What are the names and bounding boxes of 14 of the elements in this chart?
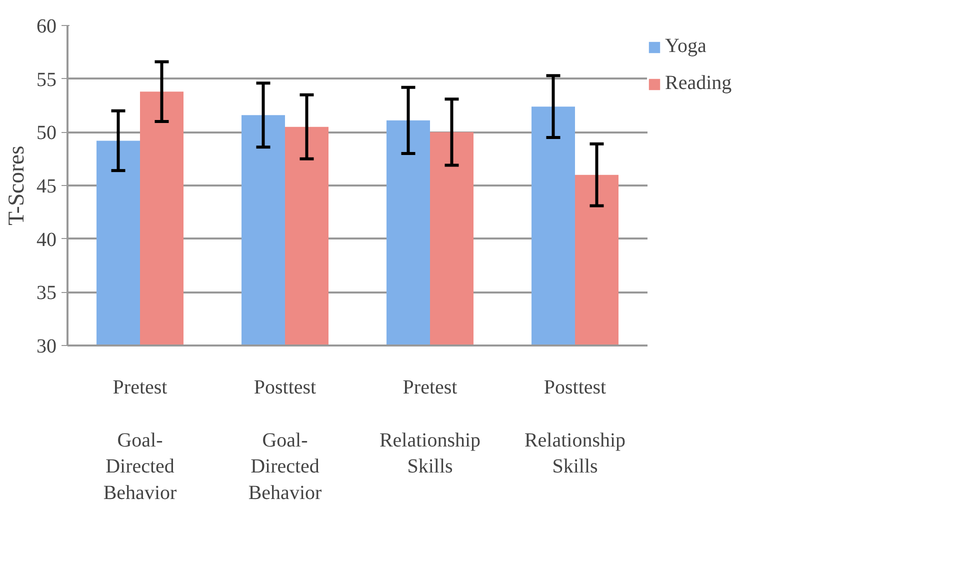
y-tick-label: 45 bbox=[36, 176, 56, 198]
y-tick-label: 60 bbox=[36, 16, 56, 38]
legend-label: Reading bbox=[665, 72, 732, 95]
category-label: Pretest Goal-Directed Behavior bbox=[103, 376, 177, 504]
y-tick-label: 30 bbox=[36, 336, 56, 358]
y-tick-label: 55 bbox=[36, 68, 56, 91]
y-tick-label: 35 bbox=[36, 282, 56, 304]
y-axis-title: T-Scores bbox=[4, 146, 28, 226]
legend-label: Yoga bbox=[665, 35, 706, 58]
y-tick-label: 40 bbox=[36, 228, 56, 251]
category-label: Pretest Relationship Skills bbox=[379, 376, 481, 478]
category-label: Posttest Relationship Skills bbox=[524, 376, 626, 478]
category-label: Posttest Goal-Directed Behavior bbox=[248, 376, 322, 504]
y-tick-label: 50 bbox=[36, 122, 56, 144]
